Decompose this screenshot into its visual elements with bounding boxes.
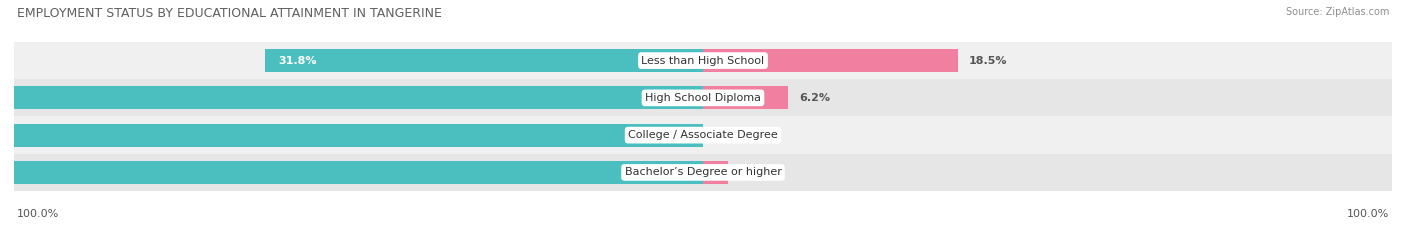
Text: College / Associate Degree: College / Associate Degree xyxy=(628,130,778,140)
Bar xyxy=(0,161,703,184)
Bar xyxy=(0,86,703,110)
Bar xyxy=(14,154,1392,191)
Text: 100.0%: 100.0% xyxy=(1347,209,1389,219)
Text: EMPLOYMENT STATUS BY EDUCATIONAL ATTAINMENT IN TANGERINE: EMPLOYMENT STATUS BY EDUCATIONAL ATTAINM… xyxy=(17,7,441,20)
Text: 0.0%: 0.0% xyxy=(714,130,745,140)
Text: 18.5%: 18.5% xyxy=(969,56,1008,65)
Text: 1.8%: 1.8% xyxy=(738,168,769,177)
Bar xyxy=(14,42,1392,79)
Bar xyxy=(703,49,957,72)
Text: 31.8%: 31.8% xyxy=(278,56,318,65)
Text: High School Diploma: High School Diploma xyxy=(645,93,761,103)
Bar xyxy=(703,86,789,110)
Text: Source: ZipAtlas.com: Source: ZipAtlas.com xyxy=(1285,7,1389,17)
Bar xyxy=(264,49,703,72)
Bar xyxy=(0,123,703,147)
Text: 100.0%: 100.0% xyxy=(17,209,59,219)
Text: Bachelor’s Degree or higher: Bachelor’s Degree or higher xyxy=(624,168,782,177)
Bar xyxy=(14,79,1392,116)
Text: 6.2%: 6.2% xyxy=(800,93,831,103)
Text: Less than High School: Less than High School xyxy=(641,56,765,65)
Bar xyxy=(703,161,728,184)
Bar xyxy=(14,116,1392,154)
